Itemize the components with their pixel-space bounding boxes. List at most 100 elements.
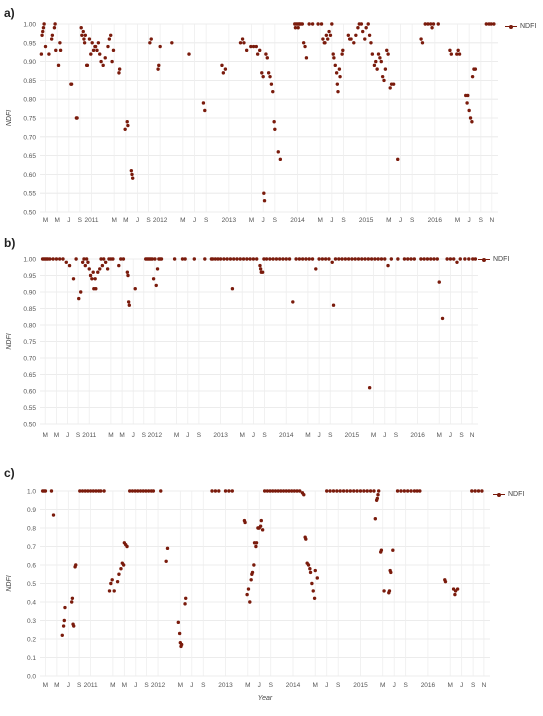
data-point — [281, 489, 286, 493]
x-tick-label: M — [123, 217, 128, 224]
data-point — [415, 489, 419, 493]
data-point — [372, 489, 376, 493]
x-tick-label: J — [258, 682, 261, 689]
data-point — [121, 257, 126, 261]
x-tick-label: M — [54, 217, 59, 224]
data-point — [51, 513, 56, 517]
data-point — [98, 267, 102, 271]
x-tick-label: S — [77, 682, 82, 689]
data-point — [465, 101, 469, 105]
data-point — [389, 570, 393, 575]
x-tick-label: M — [43, 682, 48, 689]
data-point — [492, 22, 496, 26]
data-point — [184, 596, 188, 600]
data-point — [235, 257, 239, 261]
data-point — [82, 41, 87, 45]
data-point — [352, 489, 356, 493]
y-tick-label: 0.80 — [23, 97, 36, 104]
data-point — [304, 537, 308, 541]
data-point — [43, 44, 48, 49]
data-point — [315, 576, 319, 580]
x-tick-label: M — [110, 682, 115, 689]
data-point — [133, 489, 137, 493]
data-point — [254, 44, 258, 49]
legend-label: NDFI — [493, 256, 510, 263]
data-point — [176, 620, 181, 625]
data-point — [272, 120, 276, 124]
data-point — [83, 33, 88, 37]
x-tick-label: S — [197, 432, 202, 439]
data-point — [363, 257, 367, 261]
data-point — [343, 257, 348, 261]
data-point — [258, 48, 262, 53]
data-point — [456, 48, 460, 53]
data-point — [60, 633, 64, 637]
data-point — [58, 41, 62, 45]
legend-marker-icon — [505, 24, 517, 29]
data-point — [391, 548, 395, 552]
x-tick-label: J — [136, 217, 139, 224]
x-tick-label: 2016 — [421, 682, 436, 689]
data-point — [376, 493, 380, 497]
data-point — [84, 257, 89, 261]
y-axis-label: NDFI — [6, 110, 13, 126]
data-point — [217, 489, 221, 493]
data-point — [333, 63, 337, 68]
data-point — [346, 33, 351, 37]
data-point — [361, 29, 365, 34]
data-point — [379, 59, 383, 64]
data-point — [96, 41, 101, 45]
data-point — [90, 41, 94, 45]
panel-label-a: a) — [4, 6, 15, 20]
x-tick-label: M — [313, 682, 318, 689]
data-point — [396, 157, 400, 162]
data-point — [369, 257, 374, 261]
x-tick-label: S — [336, 682, 341, 689]
y-tick-label: 1.0 — [27, 489, 36, 496]
data-point — [314, 267, 318, 271]
x-tick-label: 2016 — [428, 217, 443, 224]
data-point — [159, 257, 164, 261]
data-point — [287, 489, 291, 493]
data-point — [426, 22, 430, 26]
data-point — [473, 257, 478, 261]
data-point — [74, 563, 78, 567]
x-axis-label: Year — [258, 695, 273, 702]
x-tick-label: S — [204, 217, 209, 224]
x-tick-label: S — [273, 217, 278, 224]
data-point — [103, 260, 108, 264]
data-point — [91, 270, 95, 274]
x-tick-label: M — [180, 217, 185, 224]
data-point — [64, 260, 68, 264]
data-point — [367, 33, 372, 37]
y-tick-label: 0.50 — [23, 210, 36, 217]
data-point — [110, 578, 114, 582]
x-tick-label: S — [341, 217, 346, 224]
y-tick-label: 0.50 — [23, 422, 36, 429]
data-point — [230, 287, 235, 291]
data-point — [264, 257, 269, 261]
x-tick-label: S — [144, 682, 149, 689]
data-point — [62, 618, 66, 623]
data-point — [273, 127, 277, 131]
data-point — [458, 257, 462, 261]
x-tick-label: J — [262, 217, 265, 224]
data-point — [431, 22, 436, 26]
data-point — [111, 48, 116, 53]
data-point — [366, 22, 370, 26]
data-point — [227, 489, 231, 493]
data-point — [405, 489, 410, 493]
data-point — [79, 26, 83, 30]
data-point — [156, 67, 160, 71]
data-point — [383, 67, 388, 71]
data-point — [218, 257, 223, 261]
data-point — [430, 26, 434, 30]
data-point — [388, 86, 392, 90]
data-point — [323, 257, 328, 261]
x-tick-label: M — [54, 682, 59, 689]
data-point — [49, 489, 54, 493]
data-point — [420, 41, 425, 45]
legend-label: NDFI — [508, 491, 525, 498]
data-point — [109, 33, 113, 37]
data-point — [119, 257, 123, 261]
